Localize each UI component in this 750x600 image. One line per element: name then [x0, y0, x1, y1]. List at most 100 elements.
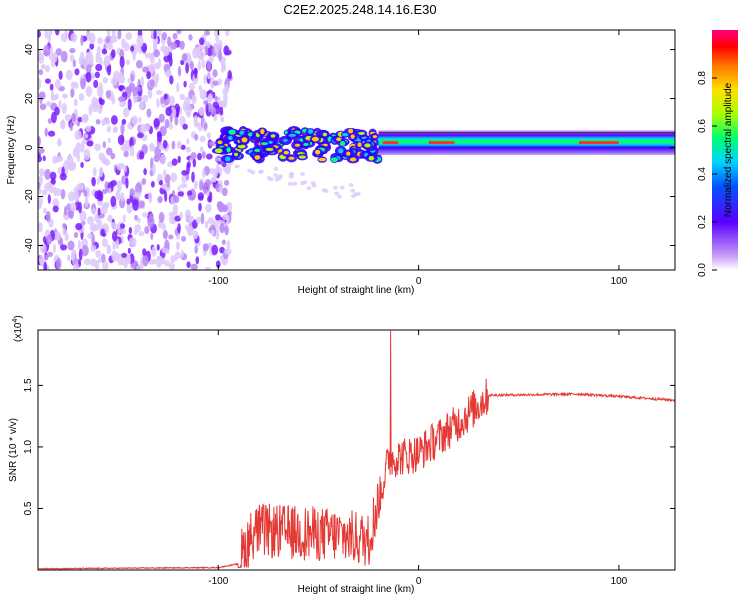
- noise-blob: [70, 88, 74, 99]
- noise-blob: [180, 144, 186, 150]
- noise-blob: [96, 85, 104, 98]
- noise-blob: [65, 69, 73, 81]
- noise-blob: [47, 130, 56, 137]
- noise-blob: [169, 95, 175, 107]
- noise-blob: [119, 228, 127, 235]
- noise-blob: [203, 122, 208, 130]
- noise-blob: [111, 231, 118, 242]
- noise-blob: [214, 214, 222, 221]
- noise-blob: [153, 49, 160, 58]
- noise-blob: [136, 35, 144, 48]
- noise-blob: [179, 211, 184, 219]
- noise-blob: [225, 30, 230, 37]
- noise-blob: [62, 227, 68, 236]
- noise-blob: [43, 261, 48, 270]
- noise-blob: [214, 30, 221, 38]
- noise-blob: [125, 256, 132, 264]
- noise-blob: [207, 93, 213, 103]
- noise-blob: [163, 169, 167, 179]
- noise-blob: [160, 183, 167, 190]
- noise-blob: [49, 83, 54, 91]
- transition-blob-core: [339, 141, 346, 147]
- noise-blob: [195, 256, 200, 265]
- noise-blob: [61, 102, 67, 115]
- noise-blob: [153, 30, 157, 40]
- noise-blob: [125, 177, 129, 189]
- noise-blob: [199, 146, 204, 153]
- noise-blob: [39, 103, 47, 111]
- noise-blob: [46, 251, 54, 257]
- transition-blob-core: [368, 155, 375, 161]
- noise-blob: [73, 231, 79, 239]
- colorbar-gradient: [712, 30, 738, 270]
- transition-blob-core: [228, 129, 236, 135]
- transition-blob-core: [357, 142, 362, 148]
- noise-blob: [111, 221, 116, 229]
- noise-blob: [211, 106, 217, 116]
- noise-blob: [224, 179, 230, 186]
- noise-blob: [54, 30, 60, 36]
- noise-blob: [129, 145, 135, 158]
- noise-blob: [122, 91, 128, 98]
- noise-blob: [110, 179, 117, 187]
- noise-blob: [132, 49, 136, 62]
- noise-blob: [83, 258, 92, 266]
- noise-blob: [138, 117, 142, 123]
- noise-blob: [121, 118, 127, 125]
- spectrogram-x-tick-label: 0: [416, 276, 422, 287]
- noise-blob: [121, 175, 127, 185]
- noise-blob: [60, 244, 68, 251]
- noise-blob: [180, 235, 187, 242]
- noise-blob: [94, 71, 101, 79]
- noise-blob: [60, 119, 66, 130]
- transition-blob-core: [237, 144, 246, 149]
- noise-blob: [92, 167, 97, 177]
- tail-blob: [273, 166, 279, 171]
- noise-blob: [67, 161, 75, 171]
- noise-blob: [160, 96, 165, 105]
- noise-blob: [118, 85, 124, 92]
- transition-blob-core: [298, 155, 306, 159]
- noise-blob: [47, 194, 51, 204]
- noise-blob: [207, 102, 213, 113]
- noise-blob: [48, 183, 55, 194]
- snr-scale-exponent: 4: [12, 319, 19, 323]
- noise-blob: [141, 212, 149, 218]
- noise-blob: [161, 32, 168, 41]
- transition-blob-core: [225, 156, 231, 162]
- noise-blob: [96, 219, 103, 230]
- noise-blob: [112, 239, 116, 250]
- noise-blob: [137, 217, 141, 224]
- noise-blob: [158, 211, 165, 223]
- noise-blob: [170, 41, 178, 50]
- noise-blob: [180, 183, 188, 189]
- spectrogram-x-label: Height of straight line (km): [298, 285, 415, 296]
- noise-blob: [85, 72, 92, 83]
- noise-blob: [89, 42, 95, 50]
- noise-blob: [38, 77, 42, 90]
- spectrogram-y-tick-label: 0: [24, 144, 35, 150]
- noise-blob: [72, 147, 79, 158]
- noise-blob: [169, 75, 174, 85]
- noise-blob: [188, 215, 195, 222]
- noise-blob: [202, 183, 208, 195]
- figure-title: C2E2.2025.248.14.16.E30: [283, 2, 436, 17]
- noise-blob: [134, 192, 141, 198]
- noise-blob: [120, 192, 125, 202]
- steady-tone-peak: [428, 141, 455, 145]
- tail-blob: [348, 183, 354, 188]
- noise-blob: [88, 104, 93, 116]
- noise-blob: [198, 202, 202, 212]
- noise-blob: [184, 105, 192, 116]
- tail-blob: [302, 180, 308, 185]
- noise-blob: [202, 168, 206, 179]
- tail-blob: [292, 181, 298, 186]
- noise-blob: [107, 214, 113, 223]
- svg-text:(x104): (x104): [12, 315, 24, 342]
- noise-blob: [163, 93, 168, 100]
- spectrogram-frame: [37, 29, 676, 271]
- noise-blob: [87, 51, 93, 59]
- noise-blob: [157, 196, 163, 204]
- noise-blob: [164, 260, 171, 267]
- noise-blob: [204, 30, 211, 36]
